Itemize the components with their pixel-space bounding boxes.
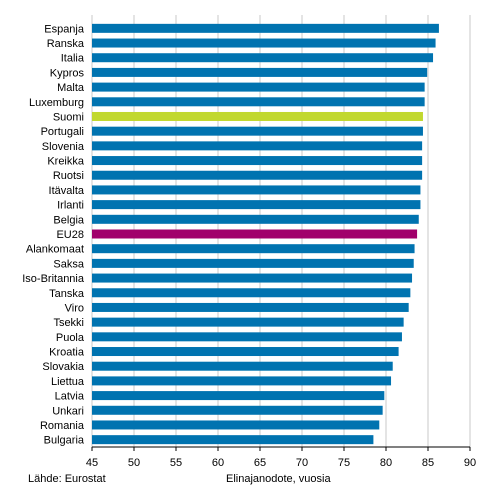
category-label: Saksa: [53, 258, 84, 270]
bar: [92, 391, 385, 401]
category-label: Kypros: [50, 67, 85, 79]
bar: [92, 317, 404, 327]
bar: [92, 185, 421, 195]
category-label: Slovakia: [42, 361, 84, 373]
category-label: Italia: [61, 53, 85, 65]
bar: [92, 38, 436, 48]
category-label: Ruotsi: [53, 170, 84, 182]
bar: [92, 82, 425, 92]
category-label: Espanja: [44, 23, 85, 35]
bar: [92, 200, 421, 210]
category-label: Alankomaat: [26, 244, 84, 256]
bar: [92, 141, 423, 151]
x-tick-label: 85: [422, 457, 434, 469]
category-label: Unkari: [52, 405, 84, 417]
category-label: Portugali: [41, 126, 84, 138]
bar: [92, 67, 428, 77]
category-label: Kreikka: [47, 156, 85, 168]
category-label: Kroatia: [49, 347, 85, 359]
source-note: Lähde: Eurostat: [28, 473, 106, 485]
x-tick-label: 60: [212, 457, 224, 469]
x-axis-label: Elinajanodote, vuosia: [226, 473, 331, 485]
category-label: Itävalta: [49, 185, 85, 197]
category-label: Belgia: [53, 214, 84, 226]
x-tick-label: 75: [338, 457, 350, 469]
bar: [92, 97, 425, 107]
category-label: Puola: [56, 332, 85, 344]
x-tick-label: 80: [380, 457, 392, 469]
category-label: Iso-Britannia: [22, 273, 85, 285]
x-tick-label: 50: [128, 457, 140, 469]
bar: [92, 273, 413, 283]
category-label: Tsekki: [53, 317, 84, 329]
category-label: Ranska: [47, 38, 85, 50]
bar: [92, 420, 380, 430]
x-tick-label: 70: [296, 457, 308, 469]
x-tick-labels: 45 50 55 60 65 70 75 80 85 90: [86, 447, 476, 469]
category-label: Luxemburg: [29, 97, 84, 109]
bar: [92, 288, 411, 298]
bar: [92, 244, 415, 254]
bar: [92, 170, 423, 180]
bar: [92, 332, 402, 342]
x-tick-label: 90: [464, 457, 476, 469]
category-labels: Espanja Ranska Italia Kypros Malta Luxemburg S…: [22, 23, 85, 446]
bar: [92, 258, 414, 268]
bar: [92, 361, 393, 371]
bar: [92, 156, 423, 166]
bar: [92, 229, 418, 239]
bar: [92, 405, 383, 415]
bar: [92, 347, 399, 357]
bars: [92, 23, 439, 445]
x-tick-label: 55: [170, 457, 182, 469]
category-label: Bulgaria: [44, 435, 85, 447]
category-label: Irlanti: [57, 200, 84, 212]
bar: [92, 111, 423, 121]
category-label: Liettua: [51, 376, 85, 388]
category-label: Romania: [40, 420, 85, 432]
x-tick-label: 45: [86, 457, 98, 469]
bar: [92, 23, 439, 33]
category-label: EU28: [56, 229, 84, 241]
bar: [92, 302, 409, 312]
category-label: Suomi: [53, 111, 84, 123]
bar: [92, 435, 374, 445]
category-label: Tanska: [49, 288, 85, 300]
x-tick-label: 65: [254, 457, 266, 469]
category-label: Slovenia: [42, 141, 85, 153]
category-label: Latvia: [55, 391, 85, 403]
category-label: Viro: [65, 302, 84, 314]
bar: [92, 376, 392, 386]
bar: [92, 53, 434, 63]
category-label: Malta: [57, 82, 85, 94]
bar: [92, 126, 423, 136]
bar: [92, 214, 419, 224]
